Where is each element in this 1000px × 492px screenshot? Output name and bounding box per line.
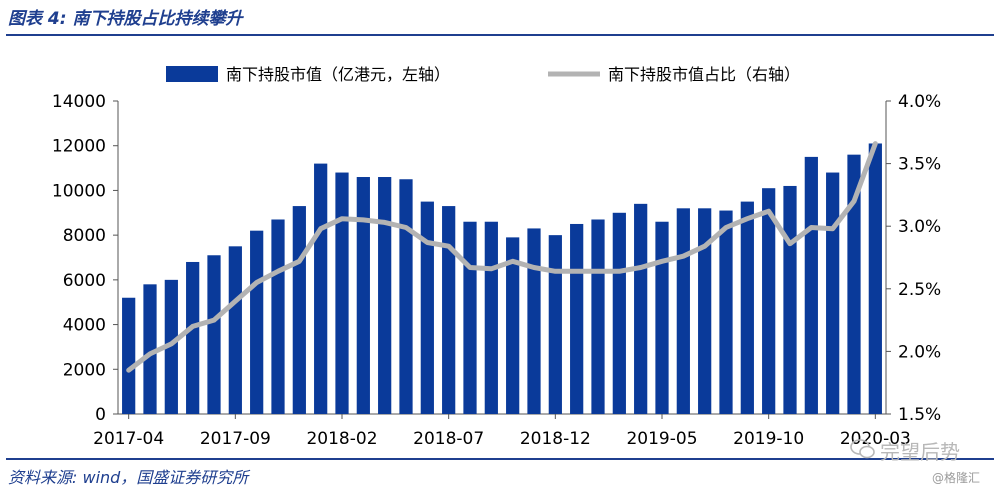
share-line	[126, 141, 878, 373]
bar	[762, 188, 776, 414]
bar	[527, 228, 541, 414]
left-tick-label: 0	[95, 405, 106, 425]
x-tick-label: 2018-12	[520, 429, 591, 449]
bar	[804, 156, 818, 414]
left-tick-label: 2000	[63, 360, 106, 380]
bar	[612, 212, 626, 414]
bar-series	[122, 143, 882, 414]
left-tick-label: 6000	[63, 271, 106, 291]
figure-title: 图表 4: 南下持股占比持续攀升	[8, 9, 243, 29]
right-tick-label: 3.5%	[898, 155, 941, 175]
bar	[676, 208, 690, 414]
legend-line-label: 南下持股市值占比（右轴）	[608, 65, 800, 84]
bar	[271, 219, 285, 414]
right-tick-label: 4.0%	[898, 92, 941, 112]
bar	[570, 223, 584, 414]
right-tick-label: 1.5%	[898, 405, 941, 425]
bar	[740, 201, 754, 414]
bar	[698, 208, 712, 414]
bar	[719, 210, 733, 414]
x-tick-label: 2017-04	[93, 429, 164, 449]
bar	[143, 284, 157, 414]
bar	[655, 221, 669, 414]
bar	[506, 237, 520, 414]
axes	[113, 100, 891, 419]
bar	[847, 154, 861, 414]
legend-bar-swatch	[166, 66, 218, 82]
x-tick-label: 2020-03	[840, 429, 911, 449]
source-rule	[6, 458, 994, 460]
tick-labels: 0 2000 4000 6000 8000 10000 12000 14000 1.5% 2.0%…	[52, 92, 941, 449]
bar	[783, 185, 797, 414]
bar	[186, 261, 200, 414]
watermark: 完望后势	[880, 440, 960, 464]
title-rule	[6, 34, 994, 36]
left-tick-label: 10000	[52, 181, 106, 201]
bar	[378, 177, 392, 414]
x-tick-label: 2018-07	[413, 429, 484, 449]
watermark-handle: @格隆汇	[932, 471, 981, 485]
left-tick-label: 8000	[63, 226, 106, 246]
right-tick-label: 2.5%	[898, 280, 941, 300]
bar	[591, 219, 605, 414]
x-tick-label: 2018-02	[306, 429, 377, 449]
bar	[356, 177, 370, 414]
legend: 南下持股市值（亿港元，左轴） 南下持股市值占比（右轴）	[166, 65, 800, 84]
bar	[399, 179, 413, 414]
left-tick-label: 14000	[52, 92, 106, 112]
left-tick-label: 12000	[52, 137, 106, 157]
bar	[314, 163, 328, 414]
bar	[442, 206, 456, 414]
bar	[250, 230, 264, 414]
chart: 南下持股市值（亿港元，左轴） 南下持股市值占比（右轴） 0 2000 4000 600…	[52, 65, 941, 449]
source-note: 资料来源: wind，国盛证券研究所	[8, 468, 249, 487]
bar	[826, 172, 840, 414]
bar	[207, 255, 221, 414]
bar	[484, 221, 498, 414]
legend-bar-label: 南下持股市值（亿港元，左轴）	[226, 65, 450, 84]
bar	[420, 201, 434, 414]
x-tick-label: 2019-05	[626, 429, 697, 449]
bar	[463, 221, 477, 414]
line-series	[126, 141, 878, 373]
bar	[548, 235, 562, 414]
x-tick-label: 2019-10	[733, 429, 804, 449]
bar	[335, 172, 349, 414]
right-tick-label: 2.0%	[898, 342, 941, 362]
bar	[122, 297, 136, 414]
left-tick-label: 4000	[63, 316, 106, 336]
bar	[868, 143, 882, 414]
bar	[292, 206, 306, 414]
bar	[228, 246, 242, 414]
x-tick-label: 2017-09	[200, 429, 271, 449]
right-tick-label: 3.0%	[898, 217, 941, 237]
bar	[634, 203, 648, 414]
bar	[164, 279, 178, 414]
wechat-icon	[850, 439, 875, 459]
